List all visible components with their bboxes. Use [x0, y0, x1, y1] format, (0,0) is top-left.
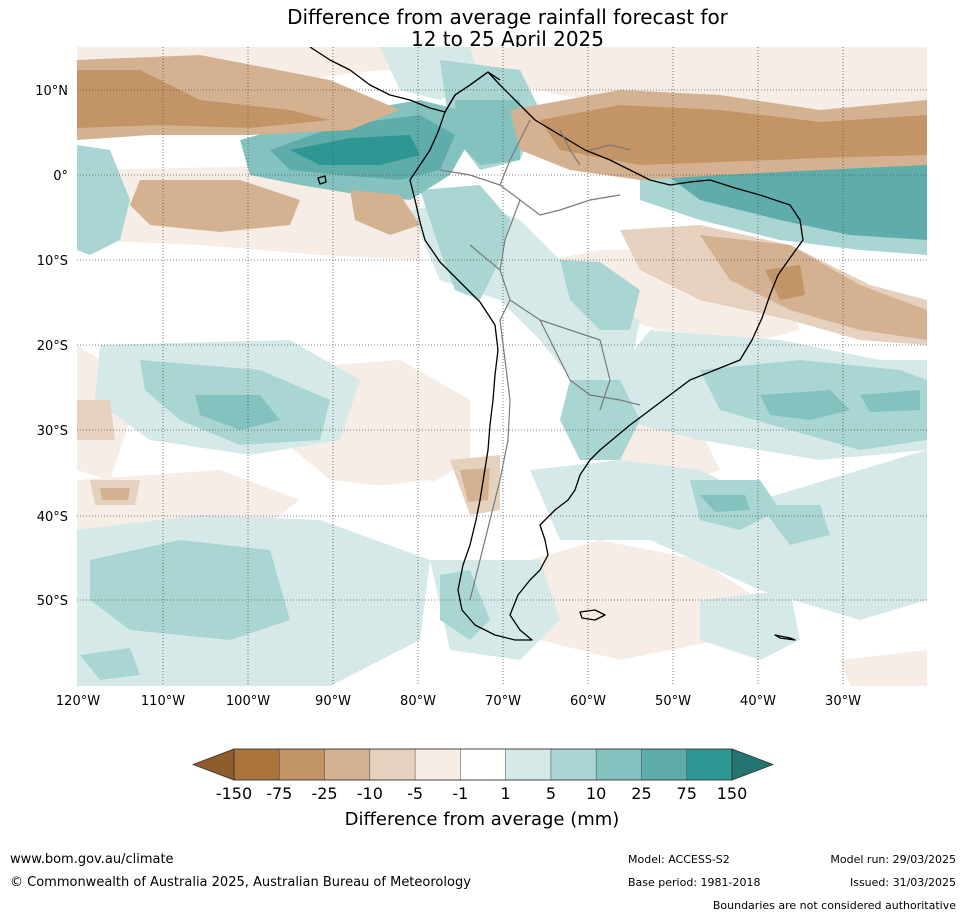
colorbar-cell [369, 748, 416, 781]
colorbar-high-extend-arrow [731, 748, 775, 781]
footer-issued: Issued: 31/03/2025 [849, 876, 956, 889]
lat-label-20s: 20°S [37, 339, 68, 354]
colorbar-low-extend-arrow [191, 748, 235, 781]
galapagos [317, 175, 327, 185]
lon-label-60w: 60°W [570, 694, 606, 709]
lon-label-40w: 40°W [740, 694, 776, 709]
footer-base-period: Base period: 1981-2018 [628, 876, 761, 889]
lon-label-100w: 100°W [226, 694, 270, 709]
map-title-line1: Difference from average rainfall forecas… [287, 5, 728, 29]
colorbar-label: Difference from average (mm) [345, 809, 620, 830]
colorbar-outline [233, 748, 733, 781]
colorbar-tick-label: -10 [357, 784, 383, 803]
colorbar-tick-label: 1 [501, 784, 511, 803]
colorbar-cell [595, 748, 643, 781]
map-gridlines [77, 47, 927, 686]
colorbar-cell [233, 748, 281, 781]
lat-label-10n: 10°N [35, 84, 68, 99]
colorbar-cell [505, 748, 552, 781]
lat-label-10s: 10°S [37, 254, 68, 269]
footer-model: Model: ACCESS-S2 [628, 853, 730, 866]
lat-label-50s: 50°S [37, 594, 68, 609]
central-america-coastline [309, 47, 446, 113]
colorbar-tick-labels: -150 -75 -25 -10 -5 -1 1 5 10 25 75 150 [216, 784, 747, 803]
south-georgia [774, 634, 796, 641]
coastlines [309, 47, 804, 641]
colorbar-tick-label: 25 [631, 784, 651, 803]
national-borders [439, 119, 641, 601]
colorbar-cell [460, 748, 507, 781]
colorbar-tick-label: -150 [216, 784, 252, 803]
colorbar-cell [279, 748, 326, 781]
colorbar-cell [324, 748, 371, 781]
footer-boundaries-note: Boundaries are not considered authoritat… [712, 899, 956, 912]
colorbar: -150 -75 -25 -10 -5 -1 1 5 10 25 75 150 Difference … [191, 748, 775, 830]
colorbar-tick-label: 150 [717, 784, 748, 803]
anomaly-band-negative-north [77, 55, 927, 180]
colorbar-tick-label: -1 [452, 784, 468, 803]
lon-label-110w: 110°W [141, 694, 185, 709]
lon-label-90w: 90°W [315, 694, 351, 709]
colorbar-cell [686, 748, 733, 781]
lat-label-40s: 40°S [37, 510, 68, 525]
footer-copyright: © Commonwealth of Australia 2025, Austra… [10, 875, 471, 890]
map-plot-area [77, 47, 927, 686]
colorbar-tick-label: 5 [546, 784, 556, 803]
footer-model-run: Model run: 29/03/2025 [830, 853, 956, 866]
colorbar-tick-label: 75 [677, 784, 697, 803]
south-america-coastline [409, 71, 804, 641]
colorbar-cell [550, 748, 597, 781]
lon-label-120w: 120°W [56, 694, 100, 709]
colorbar-tick-label: 10 [586, 784, 606, 803]
colorbar-tick-label: -5 [407, 784, 423, 803]
caribbean-coast [444, 71, 501, 113]
falkland-islands [579, 609, 606, 621]
colorbar-cell [641, 748, 688, 781]
map-title-line2: 12 to 25 April 2025 [410, 27, 605, 51]
lon-label-50w: 50°W [655, 694, 691, 709]
latitude-labels: 10°N 0° 10°S 20°S 30°S 40°S 50°S [35, 84, 68, 609]
footer-url: www.bom.gov.au/climate [10, 852, 174, 867]
lon-label-70w: 70°W [485, 694, 521, 709]
longitude-labels: 120°W 110°W 100°W 90°W 80°W 70°W 60°W 50… [56, 694, 861, 709]
lon-label-80w: 80°W [400, 694, 436, 709]
rainfall-anomaly-shading [77, 47, 927, 686]
colorbar-cells [233, 748, 733, 781]
anomaly-band-10-25 [195, 100, 920, 512]
colorbar-cell [414, 748, 462, 781]
colorbar-tick-label: -25 [311, 784, 337, 803]
colorbar-tick-label: -75 [266, 784, 292, 803]
lat-label-0: 0° [53, 169, 68, 184]
lon-label-30w: 30°W [825, 694, 861, 709]
lat-label-30s: 30°S [37, 424, 68, 439]
